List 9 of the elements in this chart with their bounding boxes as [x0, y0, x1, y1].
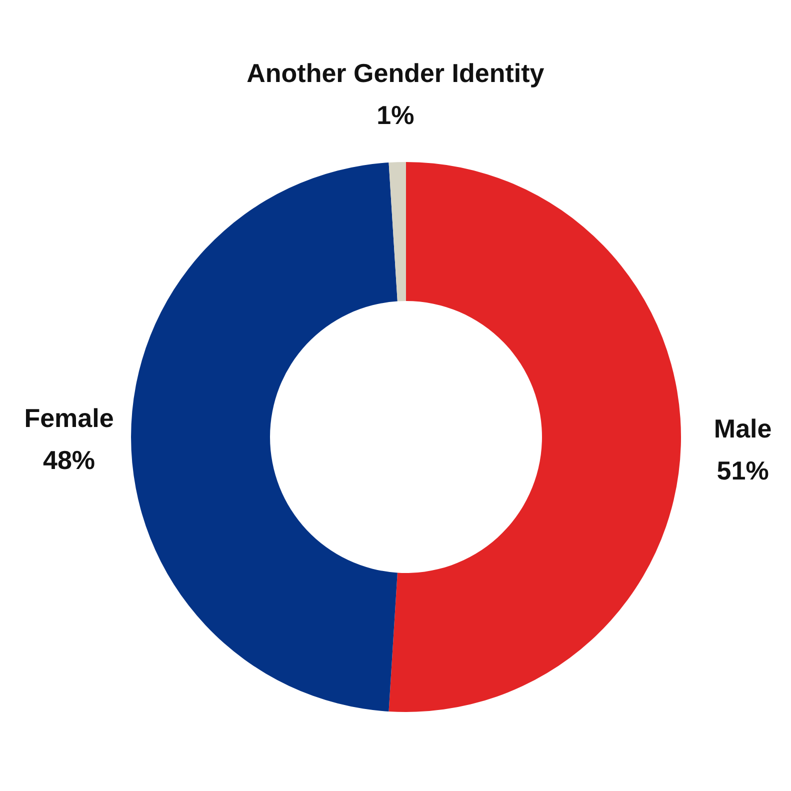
data-label: 51% — [716, 456, 769, 486]
data-label: 1% — [376, 100, 414, 130]
data-label: 48% — [42, 445, 96, 475]
donut-slice — [388, 162, 681, 712]
slice-label: Male — [714, 414, 772, 444]
slice-label: Another Gender Identity — [246, 58, 545, 88]
donut-slice — [388, 162, 406, 302]
donut-slice — [131, 162, 398, 712]
slice-label: Female — [24, 403, 114, 433]
